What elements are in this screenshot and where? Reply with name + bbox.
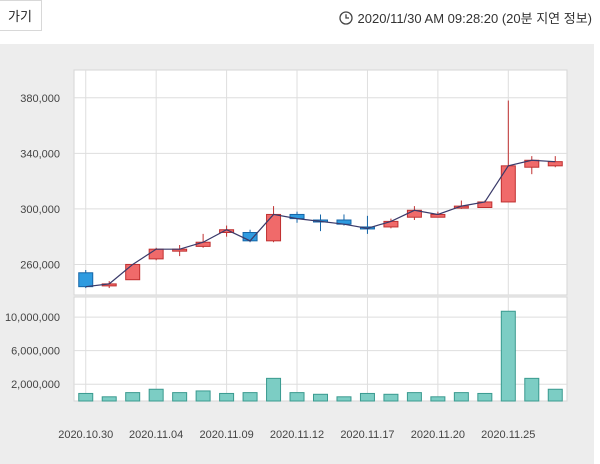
volume-bar xyxy=(266,377,282,402)
volume-bar xyxy=(430,396,446,402)
candle xyxy=(125,263,141,281)
volume-tick-label: 10,000,000 xyxy=(5,312,60,324)
candle xyxy=(266,206,282,243)
volume-bar xyxy=(406,392,422,402)
chart-panel: 380,000 340,000 300,000 260,000 10,000,000 6,… xyxy=(0,44,594,464)
volume-bar xyxy=(78,392,94,402)
candle-body-up xyxy=(547,161,563,167)
x-tick-label: 2020.11.09 xyxy=(199,429,253,441)
volume-bar xyxy=(477,392,493,402)
candle xyxy=(500,100,516,203)
timestamp: 2020/11/30 AM 09:28:20 (20분 지연 정보) xyxy=(338,8,592,27)
volume-bar xyxy=(524,377,540,402)
tab-button[interactable]: 가기 xyxy=(0,0,42,31)
volume-bar xyxy=(125,392,141,402)
candle-body-up xyxy=(148,248,164,260)
price-plot-area xyxy=(73,69,568,296)
volume-bar xyxy=(289,392,305,402)
timestamp-text: 2020/11/30 AM 09:28:20 (20분 지연 정보) xyxy=(357,11,592,26)
candle-body-down xyxy=(242,232,258,242)
volume-bar xyxy=(313,393,328,402)
candle xyxy=(78,270,94,289)
x-tick-label: 2020.11.12 xyxy=(270,429,324,441)
volume-bar xyxy=(383,393,399,402)
price-tick-label: 340,000 xyxy=(20,148,60,160)
volume-plot-area xyxy=(73,296,568,402)
x-tick-label: 2020.10.30 xyxy=(58,429,113,441)
volume-bar xyxy=(359,392,375,402)
stock-chart: 380,000 340,000 300,000 260,000 10,000,000 6,… xyxy=(5,69,568,441)
tab-label: 가기 xyxy=(8,9,32,24)
candle-body-up xyxy=(500,165,516,203)
volume-bar xyxy=(242,392,258,402)
volume-bar xyxy=(500,310,516,402)
price-tick-label: 260,000 xyxy=(20,259,60,271)
volume-bar xyxy=(547,388,563,402)
clock-icon xyxy=(338,10,353,25)
price-tick-label: 300,000 xyxy=(20,204,60,216)
x-tick-label: 2020.11.25 xyxy=(481,429,535,441)
volume-bar xyxy=(195,390,211,402)
candle-body-up xyxy=(266,213,282,242)
x-tick-label: 2020.11.04 xyxy=(129,429,183,441)
candle-body-down xyxy=(78,272,94,288)
volume-tick-label: 2,000,000 xyxy=(11,379,60,391)
volume-bar xyxy=(148,388,164,402)
volume-bar xyxy=(101,396,117,402)
x-tick-label: 2020.11.17 xyxy=(340,429,394,441)
volume-bar xyxy=(219,392,235,402)
volume-tick-label: 6,000,000 xyxy=(11,346,60,358)
x-tick-label: 2020.11.20 xyxy=(411,429,465,441)
candle-body-up xyxy=(125,263,141,281)
volume-bar xyxy=(336,396,352,402)
price-tick-label: 380,000 xyxy=(20,93,60,105)
close-price-line xyxy=(85,159,556,288)
volume-bar xyxy=(453,392,469,402)
volume-bar xyxy=(172,392,188,402)
